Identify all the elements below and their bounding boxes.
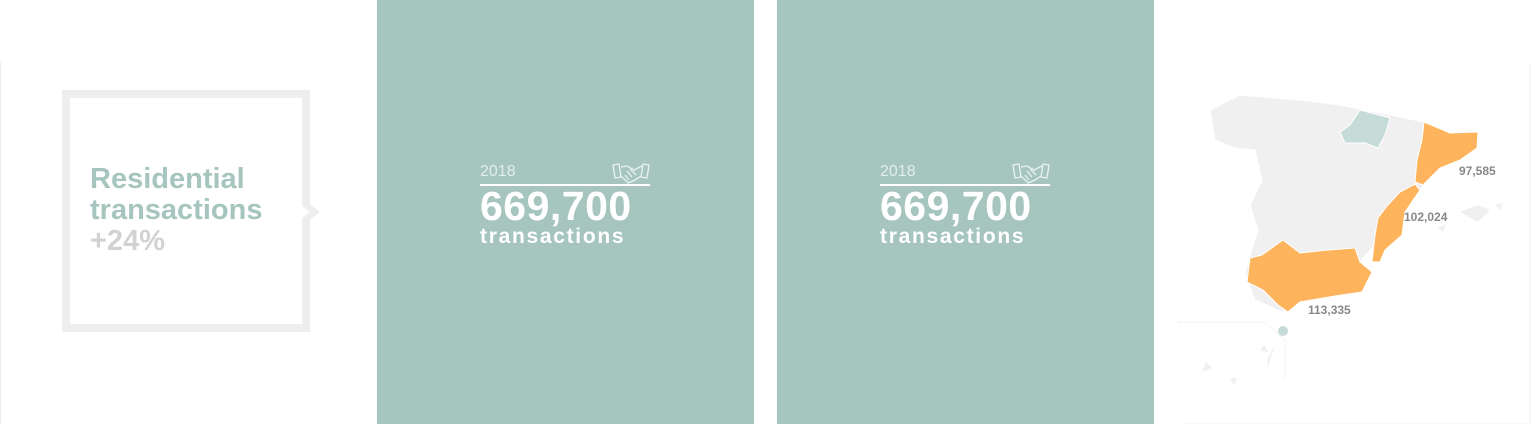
- transactions-unit: transactions: [880, 225, 1026, 248]
- region-canaries[interactable]: [1202, 345, 1275, 386]
- valencia-label: 102,024: [1404, 210, 1448, 224]
- region-balearics[interactable]: [1438, 203, 1503, 232]
- andalusia-label: 113,335: [1308, 303, 1351, 317]
- transactions-value: 669,700: [880, 183, 1032, 229]
- transactions-unit: transactions: [480, 225, 626, 248]
- year-label: 2018: [480, 163, 516, 180]
- region-valencia[interactable]: [1371, 183, 1421, 263]
- region-navarra-rioja[interactable]: [1339, 109, 1391, 149]
- callout-arrow: [302, 198, 320, 226]
- divider: [480, 184, 650, 186]
- stat-panel-1: 2018 669,700 transactions: [377, 0, 754, 424]
- callout-arrow-inner: [302, 206, 310, 218]
- region-ceuta-melilla[interactable]: [1278, 326, 1288, 336]
- region-andalusia[interactable]: [1246, 239, 1373, 313]
- transactions-value: 669,700: [480, 183, 632, 229]
- catalonia-label: 97,585: [1459, 164, 1496, 178]
- region-catalonia[interactable]: [1414, 121, 1479, 186]
- callout-change: +24%: [90, 225, 165, 257]
- divider: [0, 62, 1, 424]
- callout-text: Residential transactions +24%: [90, 164, 262, 257]
- handshake-icon: [1012, 163, 1050, 184]
- spain-map: 97,585 102,024 113,335: [1178, 62, 1531, 424]
- year-label: 2018: [880, 163, 916, 180]
- stat-panel-2: 2018 669,700 transactions: [777, 0, 1154, 424]
- canaries-inset-border: [1178, 321, 1286, 378]
- handshake-icon: [612, 163, 650, 184]
- callout-line2: transactions: [90, 194, 263, 226]
- divider: [880, 184, 1050, 186]
- callout-line1: Residential: [90, 163, 245, 195]
